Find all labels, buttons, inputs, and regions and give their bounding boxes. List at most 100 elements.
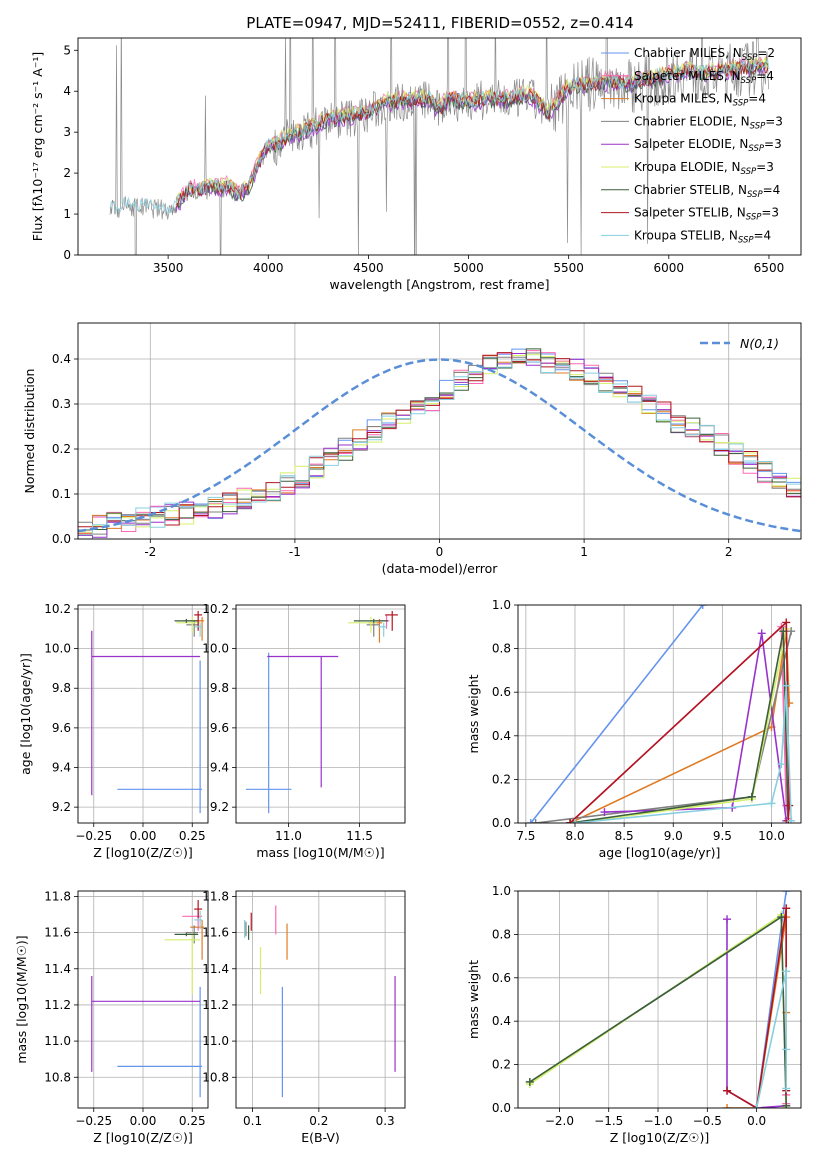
grid-lines: [78, 891, 208, 1108]
weight-marker: [787, 816, 796, 823]
y-tick-label: 0.3: [52, 397, 71, 411]
ticks: 0.1 0.2 0.3 10.8 11.0 11.2 11.4 11.6 11.8: [202, 889, 394, 1128]
ticks: 11.0 11.5 9.2 9.4 9.6 9.8 10.0 10.2: [202, 602, 373, 843]
weight-marker: [777, 760, 786, 769]
x-tick-label: 0.1: [243, 1114, 262, 1128]
y-tick-label: 10.8: [44, 1070, 71, 1084]
weight-marker: [526, 819, 535, 823]
y-tick-label: 10.0: [202, 642, 229, 656]
weight-marker: [566, 819, 575, 823]
plot-area: [91, 610, 205, 814]
error-bar-point: [164, 932, 201, 995]
y-tick-label: 9.6: [210, 721, 229, 735]
weight-marker: [787, 627, 796, 636]
y-tick-label: 9.2: [210, 800, 229, 814]
x-tick-label: 9.0: [664, 829, 683, 843]
x-tick-label: −0.25: [75, 1114, 112, 1128]
y-tick-label: 0.0: [492, 816, 511, 830]
x-axis-label: Z [log10(Z/Z☉)]: [610, 1130, 710, 1145]
legend-entry: Salpeter STELIB, NSSP=3: [634, 206, 779, 223]
legend-entry: Chabrier ELODIE, NSSP=3: [634, 114, 783, 131]
plot-area: [526, 605, 796, 823]
axes-frame: [517, 604, 802, 824]
y-axis-label: Normed distribution: [22, 369, 37, 494]
y-tick-label: 0.4: [52, 352, 71, 366]
error-bar-point: [194, 610, 203, 631]
x-tick-label: −0.5: [693, 1114, 722, 1128]
error-bar-point: [353, 618, 388, 623]
weight-series-line: [574, 685, 792, 823]
weight-marker: [698, 605, 707, 609]
x-tick-label: 0.0: [747, 1114, 766, 1128]
y-tick-label: 0.4: [492, 1014, 511, 1028]
error-bar-point: [267, 655, 339, 788]
y-tick-label: 9.8: [52, 681, 71, 695]
weight-series-line: [569, 620, 791, 823]
y-tick-label: 9.4: [52, 761, 71, 775]
error-bar-point: [174, 618, 199, 623]
x-tick-label: −1.5: [594, 1114, 623, 1128]
y-tick-label: 9.2: [52, 800, 71, 814]
normal-curve: [78, 358, 801, 533]
y-tick-label: 11.6: [44, 926, 71, 940]
ticks: -2 -1 0 1 2 0.0 0.1 0.2 0.3 0.4: [52, 352, 733, 559]
spectrum-panel: 3500 4000 4500 5000 5500 6000 6500 0 1 2 3 4 5 wavele…: [30, 37, 802, 292]
x-axis-label: (data-model)/error: [382, 561, 499, 576]
weight-marker: [782, 1045, 791, 1054]
y-tick-label: 11.0: [202, 1034, 229, 1048]
axes-frame: [235, 890, 406, 1109]
y-tick-label: 0.4: [492, 729, 511, 743]
grid-lines: [518, 604, 801, 824]
legend-entry: Kroupa ELODIE, NSSP=3: [634, 160, 774, 177]
spectrum-legend: Chabrier MILES, NSSP=2 Salpeter MILES, NS…: [601, 46, 783, 245]
x-tick-label: 1: [580, 545, 588, 559]
y-tick-label: 1.0: [492, 884, 511, 898]
y-tick-label: 11.8: [202, 889, 229, 903]
axes-frame: [77, 890, 209, 1109]
x-tick-label: 0: [436, 545, 444, 559]
weight-series-line: [530, 605, 704, 823]
weight-marker: [723, 1104, 732, 1108]
spectrum-series-line: [175, 59, 769, 208]
x-axis-label: age [log10(age/yr)]: [599, 845, 721, 860]
y-tick-label: 10.2: [202, 602, 229, 616]
x-tick-label: 0.25: [179, 1114, 206, 1128]
x-tick-label: 4500: [353, 261, 384, 275]
plot-area: [525, 891, 791, 1108]
x-tick-label: 11.5: [346, 829, 373, 843]
y-tick-label: 0.2: [492, 1058, 511, 1072]
plot-area: [109, 38, 770, 255]
error-bar-point: [190, 919, 205, 960]
y-tick-label: 11.8: [44, 889, 71, 903]
x-tick-label: 11.0: [275, 829, 302, 843]
weight-series-line: [569, 631, 789, 823]
weight-marker: [570, 819, 579, 823]
weight-marker: [525, 1077, 534, 1086]
x-tick-label: 0.2: [309, 1114, 328, 1128]
weight-marker: [752, 1104, 761, 1108]
error-bar-point: [174, 932, 199, 937]
grid-lines: [518, 890, 801, 1109]
plot-area: [244, 905, 396, 1098]
figure-title: PLATE=0947, MJD=52411, FIBERID=0552, z=0…: [246, 14, 633, 32]
y-tick-label: 11.2: [44, 998, 71, 1012]
y-tick-label: 3: [63, 125, 71, 139]
y-tick-label: 0.0: [492, 1101, 511, 1115]
axes-frame: [235, 604, 406, 824]
axes-frame: [77, 322, 802, 540]
plot-area: [245, 610, 398, 814]
x-axis-label: Z [log10(Z/Z☉)]: [93, 1130, 193, 1145]
x-tick-label: 7.5: [516, 829, 535, 843]
y-tick-label: 9.8: [210, 681, 229, 695]
x-tick-label: 0.00: [130, 1114, 157, 1128]
y-tick-label: 0.2: [52, 442, 71, 456]
y-tick-label: 0.1: [52, 487, 71, 501]
weight-marker: [782, 891, 791, 895]
error-bar-point: [194, 910, 203, 929]
spectrum-series-line: [109, 58, 770, 215]
x-tick-label: −2.0: [545, 1114, 574, 1128]
y-tick-label: 1.0: [492, 598, 511, 612]
ticks: 7.5 8.0 8.5 9.0 9.5 10.0 0.0 0.2 0.4 0.6 0.8 1.0: [492, 598, 785, 843]
ticks: −0.25 0.00 0.25 10.8 11.0 11.2 11.4 11.6 11.8: [44, 889, 205, 1128]
ebv-vs-mass-panel: 0.1 0.2 0.3 10.8 11.0 11.2 11.4 11.6 11.8 E(B-V): [202, 889, 406, 1145]
